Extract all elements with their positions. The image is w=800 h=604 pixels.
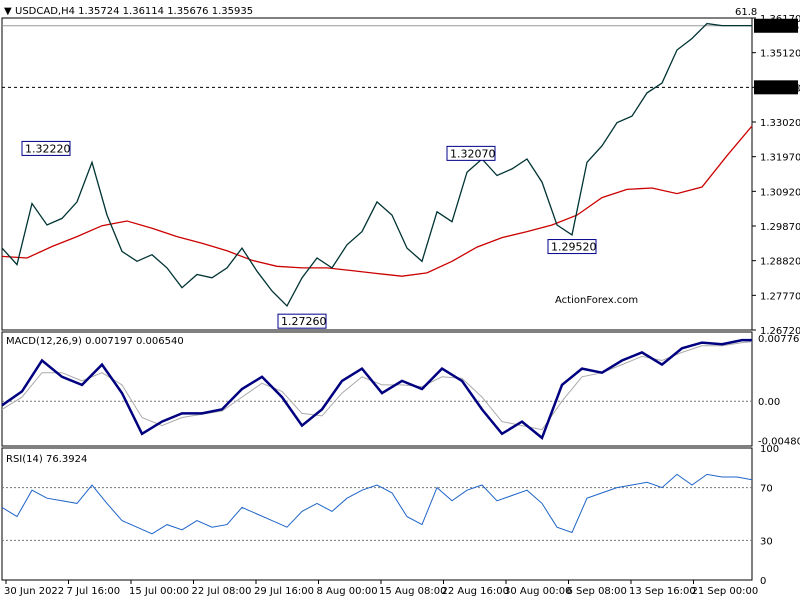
- price-annotation-label: 1.29520: [551, 241, 597, 254]
- rsi-pane-border: [1, 447, 753, 581]
- chart-header-title: USDCAD,H4 1.35724 1.36114 1.35676 1.3593…: [15, 6, 253, 17]
- watermark: ActionForex.com: [555, 295, 638, 306]
- price-annotation-box: [547, 239, 597, 255]
- price-ytick-label: 1.31970: [760, 153, 800, 164]
- price-ytick-label: 1.28820: [760, 257, 800, 268]
- price-ytick-label: 1.29870: [760, 222, 800, 233]
- x-tick-label: 22 Aug 16:00: [442, 586, 509, 597]
- price-annotation-label: 1.27260: [281, 315, 327, 328]
- rsi-ytick-label: 100: [760, 444, 779, 455]
- x-tick-label: 15 Aug 08:00: [379, 586, 446, 597]
- macd-ytick-label: 0.00: [758, 397, 780, 408]
- rsi-line: [1, 473, 753, 535]
- x-tick-label: 30 Aug 00:00: [504, 586, 571, 597]
- price-annotation-box: [21, 140, 71, 156]
- macd-line: [1, 338, 752, 440]
- rsi-title: RSI(14) 76.3924: [6, 454, 87, 465]
- macd-ytick-label: -0.004808: [758, 436, 800, 447]
- fib-level-label: 61.8: [735, 7, 757, 18]
- x-tick-label: 29 Jul 16:00: [254, 586, 314, 597]
- current-price-badge: [754, 18, 798, 33]
- macd-title: MACD(12,26,9) 0.007197 0.006540: [6, 336, 184, 347]
- price-annotation-label: 1.32220: [25, 142, 71, 155]
- price-annotation-box: [277, 313, 327, 329]
- reference-level-badge: [754, 80, 798, 95]
- price-line: [1, 22, 752, 307]
- moving-average-line: [1, 125, 753, 277]
- x-tick-label: 7 Jul 16:00: [67, 586, 121, 597]
- macd-signal-line: [1, 341, 753, 431]
- macd-ytick-label: 0.007769: [758, 334, 800, 345]
- price-annotation-label: 1.32070: [450, 147, 496, 160]
- rsi-ytick-label: 70: [760, 484, 773, 495]
- price-ytick-label: 1.35120: [760, 49, 800, 60]
- price-annotation-box: [446, 145, 496, 161]
- x-tick-label: 30 Jun 2022: [4, 586, 64, 597]
- x-tick-label: 8 Aug 00:00: [317, 586, 378, 597]
- reference-level-label: 1.34070: [758, 83, 799, 94]
- x-tick-label: 21 Sep 00:00: [692, 586, 759, 597]
- rsi-ytick-label: 0: [760, 576, 766, 587]
- chart-menu-icon: ▼: [4, 6, 12, 17]
- price-ytick-label: 1.30920: [760, 187, 800, 198]
- x-tick-label: 13 Sep 16:00: [629, 586, 696, 597]
- x-tick-label: 6 Sep 08:00: [567, 586, 627, 597]
- price-ytick-label: 1.26720: [760, 326, 800, 337]
- x-tick-label: 22 Jul 08:00: [192, 586, 252, 597]
- price-pane-border: [1, 17, 753, 331]
- price-ytick-label: 1.27770: [760, 291, 800, 302]
- x-tick-label: 15 Jul 00:00: [129, 586, 189, 597]
- rsi-ytick-label: 30: [760, 536, 773, 547]
- current-price-label: 1.35935: [758, 22, 799, 33]
- price-ytick-label: 1.33020: [760, 118, 800, 129]
- macd-pane-border: [1, 331, 753, 447]
